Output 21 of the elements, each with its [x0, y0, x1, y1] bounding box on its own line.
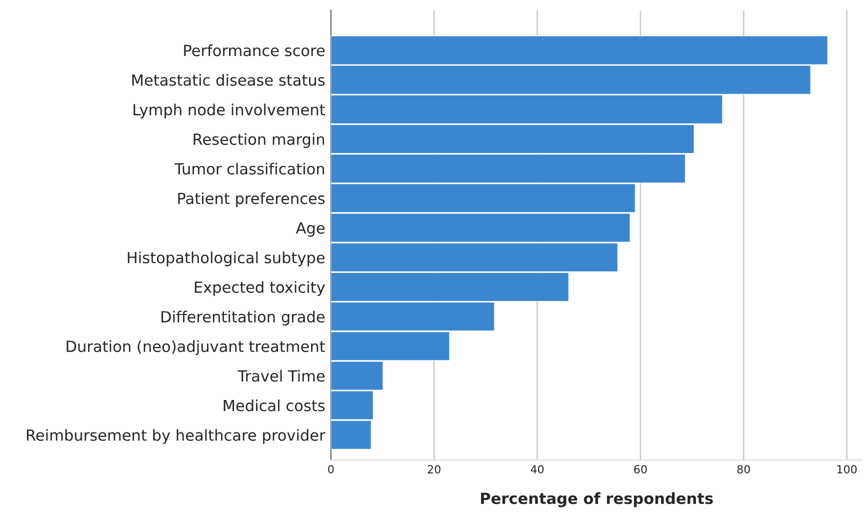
y-tick-label: Duration (neo)adjuvant treatment — [66, 340, 325, 356]
x-tick-label: 100 — [837, 465, 857, 474]
y-tick-label: Expected toxicity — [194, 281, 325, 296]
y-tick-label: Tumor classification — [174, 162, 324, 175]
y-tick-label: Histopathological subtype — [128, 252, 325, 266]
y-tick-label: Resection margin — [194, 133, 324, 148]
y-tick-label: Lymph node involvement — [134, 104, 325, 118]
x-axis-title: Percentage of respondents — [481, 492, 713, 508]
y-tick-label: Patient preferences — [178, 192, 325, 208]
x-tick-label: 20 — [428, 465, 440, 474]
y-tick-label: Travel Time — [238, 370, 325, 382]
x-tick-label: 0 — [328, 465, 334, 474]
y-tick-label: Differentitation grade — [162, 310, 325, 326]
y-tick-label: Performance score — [184, 44, 325, 56]
y-tick-label: Reimbursement by healthcare provider — [27, 429, 326, 444]
x-tick-label: 80 — [737, 465, 750, 474]
x-tick-label: 60 — [634, 465, 647, 474]
y-tick-label: Medical costs — [224, 399, 325, 412]
y-tick-label: Metastatic disease status — [132, 74, 325, 86]
y-tick-label: Age — [296, 222, 325, 237]
x-tick-label: 40 — [530, 465, 544, 474]
